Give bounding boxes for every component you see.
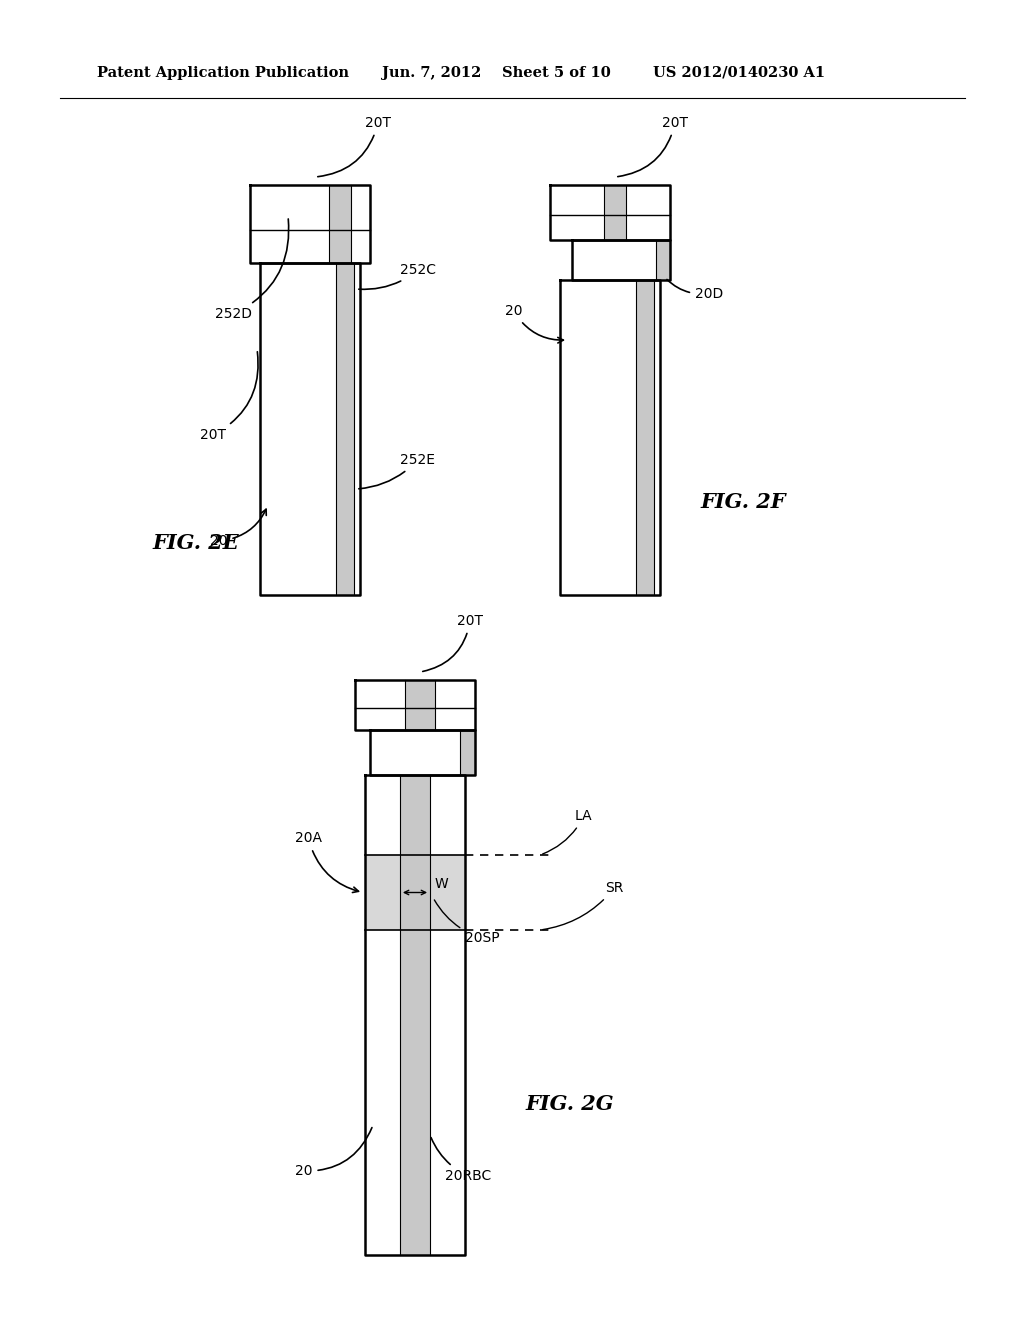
Text: FIG. 2F: FIG. 2F	[700, 491, 785, 511]
Bar	[656, 240, 670, 280]
Text: 20: 20	[505, 304, 563, 343]
Text: 20T: 20T	[617, 116, 688, 177]
Bar	[336, 263, 354, 595]
Text: LA: LA	[543, 809, 593, 854]
Text: W: W	[435, 876, 449, 891]
Bar	[636, 280, 654, 595]
Text: 252C: 252C	[358, 263, 436, 289]
Text: 20: 20	[295, 1127, 372, 1177]
Bar	[329, 185, 351, 263]
Bar	[365, 855, 465, 931]
Text: 20A: 20A	[295, 832, 358, 892]
Text: 20: 20	[210, 510, 266, 548]
Text: Sheet 5 of 10: Sheet 5 of 10	[502, 66, 610, 81]
Bar	[460, 730, 475, 775]
Text: 20SP: 20SP	[434, 900, 500, 945]
Text: FIG. 2G: FIG. 2G	[525, 1094, 613, 1114]
Text: Patent Application Publication: Patent Application Publication	[97, 66, 349, 81]
Bar	[406, 680, 435, 730]
Text: 20T: 20T	[317, 116, 391, 177]
Text: Jun. 7, 2012: Jun. 7, 2012	[382, 66, 481, 81]
Text: 20T: 20T	[200, 351, 258, 442]
Text: FIG. 2E: FIG. 2E	[152, 533, 239, 553]
Text: 20D: 20D	[667, 280, 723, 301]
Text: 252D: 252D	[215, 219, 289, 321]
Text: 20T: 20T	[423, 614, 483, 672]
Text: SR: SR	[543, 880, 624, 929]
Bar	[400, 775, 430, 1255]
Text: US 2012/0140230 A1: US 2012/0140230 A1	[653, 66, 825, 81]
Text: 20RBC: 20RBC	[431, 1138, 492, 1183]
Bar	[604, 185, 626, 240]
Text: 252E: 252E	[358, 453, 435, 488]
